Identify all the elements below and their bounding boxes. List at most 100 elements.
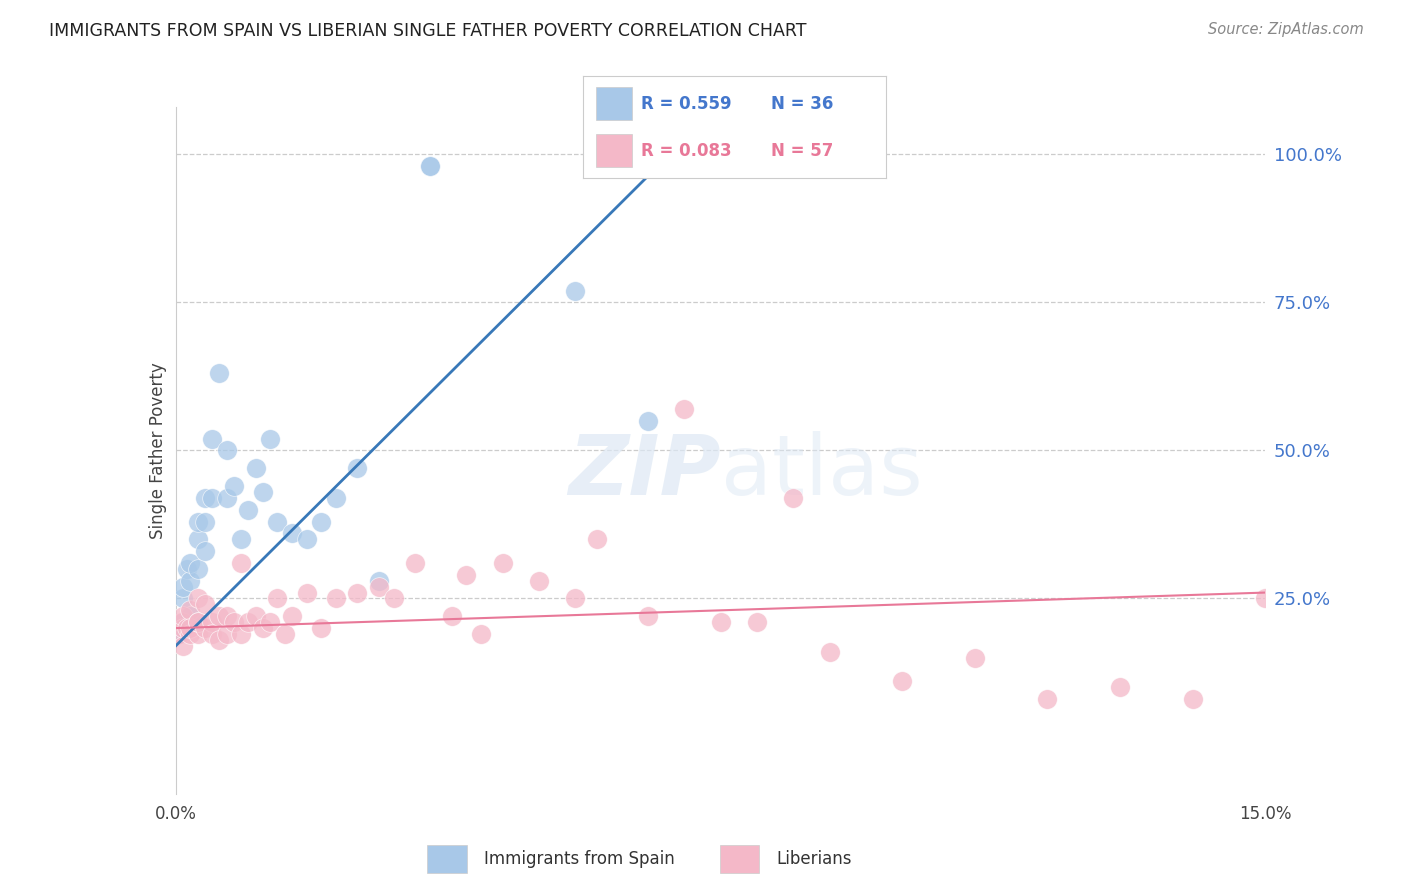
Point xyxy=(586,533,609,547)
Y-axis label: Single Father Poverty: Single Father Poverty xyxy=(149,362,167,539)
Point xyxy=(266,515,288,529)
Point xyxy=(325,591,347,606)
Point xyxy=(1181,692,1204,706)
Text: N = 36: N = 36 xyxy=(770,95,834,112)
Point xyxy=(186,627,209,641)
Point xyxy=(281,526,304,541)
Point xyxy=(782,491,804,505)
Point xyxy=(891,674,914,689)
Point xyxy=(252,484,274,499)
Point xyxy=(169,627,191,641)
Point xyxy=(208,367,231,381)
Text: IMMIGRANTS FROM SPAIN VS LIBERIAN SINGLE FATHER POVERTY CORRELATION CHART: IMMIGRANTS FROM SPAIN VS LIBERIAN SINGLE… xyxy=(49,22,807,40)
Point xyxy=(745,615,768,630)
Text: R = 0.559: R = 0.559 xyxy=(641,95,731,112)
Point xyxy=(194,621,217,635)
Point xyxy=(186,562,209,576)
Point xyxy=(231,556,253,570)
Point xyxy=(637,414,659,428)
Point xyxy=(245,609,267,624)
Point xyxy=(238,502,260,516)
Point xyxy=(179,574,201,588)
Point xyxy=(215,609,238,624)
Point xyxy=(419,159,441,173)
Point xyxy=(818,645,841,659)
Text: Source: ZipAtlas.com: Source: ZipAtlas.com xyxy=(1208,22,1364,37)
Point xyxy=(238,615,260,630)
Point xyxy=(176,562,198,576)
Point xyxy=(172,591,194,606)
Point xyxy=(470,627,492,641)
Point xyxy=(201,491,224,505)
Point xyxy=(368,574,391,588)
Point xyxy=(309,515,332,529)
Point xyxy=(172,580,194,594)
Point xyxy=(194,598,217,612)
Bar xyxy=(720,845,759,872)
Point xyxy=(346,461,368,475)
Point xyxy=(710,615,733,630)
Bar xyxy=(596,135,631,167)
Point xyxy=(419,159,441,173)
Point xyxy=(194,491,217,505)
Point xyxy=(215,627,238,641)
Point xyxy=(673,402,696,417)
Text: Immigrants from Spain: Immigrants from Spain xyxy=(484,849,675,868)
Point xyxy=(259,432,281,446)
Point xyxy=(637,609,659,624)
Point xyxy=(231,533,253,547)
Point xyxy=(179,609,201,624)
Point xyxy=(564,591,586,606)
Point xyxy=(231,627,253,641)
Point xyxy=(440,609,463,624)
Point xyxy=(222,479,245,493)
Point xyxy=(1109,681,1132,695)
Point xyxy=(194,515,217,529)
Point xyxy=(186,591,209,606)
Point xyxy=(208,609,231,624)
Text: R = 0.083: R = 0.083 xyxy=(641,142,731,160)
Point xyxy=(179,603,201,617)
Point xyxy=(179,621,201,635)
Point xyxy=(208,632,231,647)
Point xyxy=(252,621,274,635)
Point xyxy=(179,556,201,570)
Point xyxy=(170,615,193,630)
Text: Liberians: Liberians xyxy=(776,849,852,868)
Point xyxy=(186,615,209,630)
Point xyxy=(405,556,427,570)
Point xyxy=(179,627,201,641)
Point xyxy=(201,615,224,630)
Point xyxy=(215,443,238,458)
Point xyxy=(259,615,281,630)
Point xyxy=(186,533,209,547)
Point xyxy=(172,621,194,635)
Text: N = 57: N = 57 xyxy=(770,142,834,160)
Point xyxy=(215,491,238,505)
Point xyxy=(564,284,586,298)
Point xyxy=(222,615,245,630)
Bar xyxy=(427,845,467,872)
Point xyxy=(186,515,209,529)
Point xyxy=(266,591,288,606)
Point xyxy=(245,461,267,475)
Point xyxy=(368,580,391,594)
Point xyxy=(309,621,332,635)
Point xyxy=(194,544,217,558)
Point xyxy=(295,585,318,599)
Point xyxy=(1254,591,1277,606)
Point xyxy=(176,621,198,635)
Point xyxy=(456,567,478,582)
Point xyxy=(346,585,368,599)
Point xyxy=(172,639,194,653)
Text: atlas: atlas xyxy=(721,431,922,512)
Point xyxy=(963,650,986,665)
Point xyxy=(382,591,405,606)
Text: ZIP: ZIP xyxy=(568,431,721,512)
Point xyxy=(295,533,318,547)
Point xyxy=(172,609,194,624)
Point xyxy=(325,491,347,505)
Point xyxy=(1036,692,1059,706)
Point xyxy=(492,556,515,570)
Point xyxy=(201,627,224,641)
